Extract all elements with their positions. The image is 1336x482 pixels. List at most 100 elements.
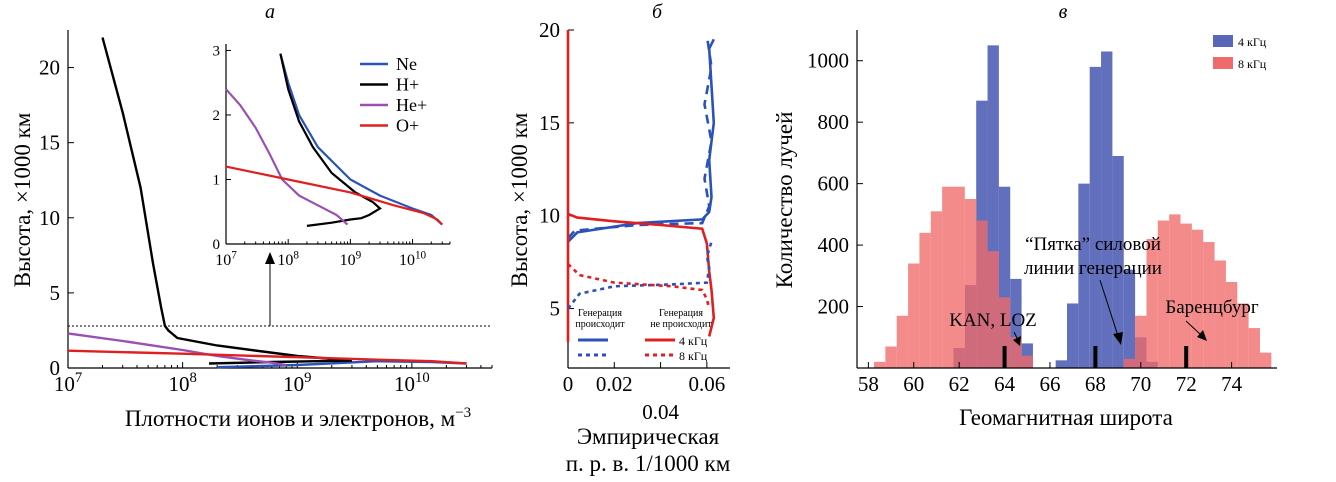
panel-b-x-tick-label: 0.06 <box>688 372 725 396</box>
panel-c-x-tick-label: 74 <box>1221 372 1243 396</box>
panel-c-bar <box>930 211 943 368</box>
panel-b-series-line <box>566 241 713 310</box>
panel-c-bar <box>1169 214 1181 368</box>
panel-c-bar <box>885 346 897 368</box>
panel-c-xlabel: Геомагнитная широта <box>959 405 1173 430</box>
panel-a-inset: 107 108 109 1010 0 1 2 3 <box>213 40 451 326</box>
panel-c-bar <box>1180 223 1192 368</box>
panel-a-xlabel: Плотности ионов и электронов, м−3 <box>125 405 471 431</box>
panel-b-y-tick-label: 5 <box>550 297 561 321</box>
panel-a-inset-x-tick-label: 109 <box>340 249 362 269</box>
panel-b-legend-group-label: Генерация <box>578 308 622 319</box>
panel-c-bar <box>1123 358 1136 368</box>
panel-c-bar <box>1078 183 1090 368</box>
panel-a-legend: NeH+He+O+ <box>360 54 427 136</box>
panel-c-legend-swatch <box>1213 57 1233 69</box>
panel-c-bar <box>1135 315 1147 368</box>
panel-c-bar <box>1248 328 1260 368</box>
panel-a-x-tick-label: 107 <box>54 370 82 396</box>
panel-a-y-tick-label: 20 <box>39 56 60 80</box>
panel-b-x-tick-label: 0.02 <box>596 372 633 396</box>
panel-c-bar <box>919 232 931 368</box>
panel-a-x-tick-label: 108 <box>168 370 196 396</box>
panel-c-x-tick-label: 70 <box>1130 372 1151 396</box>
panel-a-series-oplus <box>67 349 467 365</box>
panel-c-legend-label: 8 кГц <box>1238 57 1267 71</box>
panel-b-series-line <box>567 263 711 309</box>
panel-a-legend-label: H+ <box>396 75 419 95</box>
panel-a-x-tick-label: 109 <box>283 370 311 396</box>
panel-b-legend-label-8khz: 8 кГц <box>679 349 708 363</box>
panel-c-bar <box>1067 303 1079 368</box>
panel-c-marker-label: “Пятка” силовой <box>1025 234 1161 255</box>
panel-c-legend: 4 кГц 8 кГц <box>1213 35 1267 71</box>
panel-a-inset-series-hplus <box>279 53 382 227</box>
panel-a-legend-label: Ne <box>396 54 417 74</box>
panel-c-bar <box>1157 220 1170 368</box>
panel-a-y-tick-label: 5 <box>50 281 61 305</box>
panel-c-bar <box>998 297 1011 368</box>
panel-c-y-tick-label: 800 <box>818 110 850 134</box>
panel-c-ylabel: Количество лучей <box>772 112 797 289</box>
panel-b-series-line <box>567 35 713 239</box>
panel-c-bar <box>1191 229 1204 368</box>
panel-a-inset-y-tick-label: 2 <box>213 108 221 124</box>
panel-a-y-tick-label: 10 <box>39 206 60 230</box>
panel-a-legend-label: O+ <box>396 116 419 136</box>
panel-c-bar <box>964 199 977 368</box>
panel-c-y-tick-label: 1000 <box>807 49 849 73</box>
panel-a-legend-label: He+ <box>396 95 427 115</box>
panel-c-marker-label: Баренцбург <box>1165 297 1259 318</box>
panel-b-x-tick-label: 0.04 <box>642 400 679 424</box>
panel-b-legend-group-label: происходит <box>575 319 625 330</box>
panel-c-arrow-line <box>1099 279 1119 337</box>
panel-a-series-heplus <box>67 332 287 367</box>
panel-c-bar <box>1146 238 1158 368</box>
panel-c-arrow-head <box>1013 336 1021 346</box>
panel-c-bar <box>987 45 999 368</box>
panel-c-bar <box>874 361 886 368</box>
panel-c-x-tick-label: 62 <box>949 372 970 396</box>
panel-c-x-tick-label: 68 <box>1085 372 1106 396</box>
panel-c-bar <box>908 263 920 368</box>
panel-b-series-line <box>567 212 716 337</box>
panel-b-legend-group-label: не происходит <box>650 319 712 330</box>
panel-a-x-tick-label: 1010 <box>394 370 430 396</box>
panel-a-axes: 107 108 109 1010 0 5 10 15 20 <box>39 30 493 396</box>
panel-a-inset-series-heplus <box>225 88 349 226</box>
panel-c-histogram: в 58 60 62 64 66 68 70 72 74 200 400 600 800 1000 KAN,… <box>772 1 1277 430</box>
panel-c-y-tick-label: 400 <box>818 233 850 257</box>
panel-c-y-tick-label: 600 <box>818 172 850 196</box>
panel-c-bar <box>1214 260 1226 368</box>
panel-c-letter: в <box>1059 1 1068 23</box>
panel-c-marker <box>1093 346 1098 368</box>
panel-c-marker-label: KAN, LOZ <box>949 310 1037 331</box>
panel-a-inset-y-tick-label: 3 <box>213 43 221 59</box>
panel-a-inset-x-tick-label: 108 <box>277 249 299 269</box>
panel-b-xlabel-line2: п. р. в. 1/1000 км <box>566 451 731 476</box>
panel-c-bar <box>1021 355 1033 368</box>
panel-b-xlabel-line1: Эмпирическая <box>577 424 720 449</box>
panel-a-inset-y-tick-label: 0 <box>213 237 221 253</box>
panel-c-bar <box>896 315 909 368</box>
panel-a-y-tick-label: 15 <box>39 131 60 155</box>
panel-c-marker-label: линии генерации <box>1024 258 1162 279</box>
panel-c-bar <box>1259 352 1272 368</box>
panel-c-marker <box>1184 346 1189 368</box>
panel-c-bar <box>1010 337 1022 368</box>
panel-c-marker <box>1002 346 1007 368</box>
panel-c-bar <box>1203 242 1215 368</box>
panel-c-legend-swatch <box>1213 35 1233 47</box>
panel-c-bar <box>1089 66 1102 368</box>
panel-c-bar <box>1237 303 1249 368</box>
panel-c-bar <box>998 186 1011 368</box>
panel-c-arrow-line <box>1185 320 1201 335</box>
panel-c-arrow-head <box>1197 330 1207 341</box>
panel-c-bar <box>1010 278 1022 368</box>
panel-a-inset-x-tick-label: 107 <box>215 249 237 269</box>
panel-c-bar <box>1112 155 1124 368</box>
panel-a-inset-y-tick-label: 1 <box>213 172 221 188</box>
panel-c-bar <box>976 220 988 368</box>
